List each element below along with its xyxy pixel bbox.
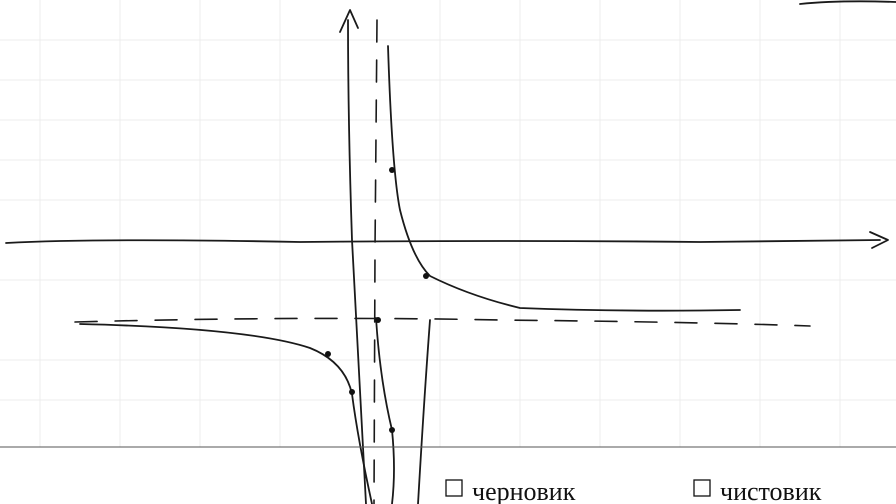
point <box>375 317 381 323</box>
checkbox-label: чистовик <box>720 477 822 504</box>
checkbox[interactable] <box>694 480 710 496</box>
point <box>349 389 355 395</box>
scan-page: черновик чистовик <box>0 0 896 504</box>
checkbox-label: черновик <box>472 477 576 504</box>
point <box>389 167 395 173</box>
handwritten-graph <box>6 1 896 504</box>
checkbox[interactable] <box>446 480 462 496</box>
grid-paper <box>0 0 896 447</box>
point <box>423 273 429 279</box>
point <box>325 351 331 357</box>
point <box>389 427 395 433</box>
